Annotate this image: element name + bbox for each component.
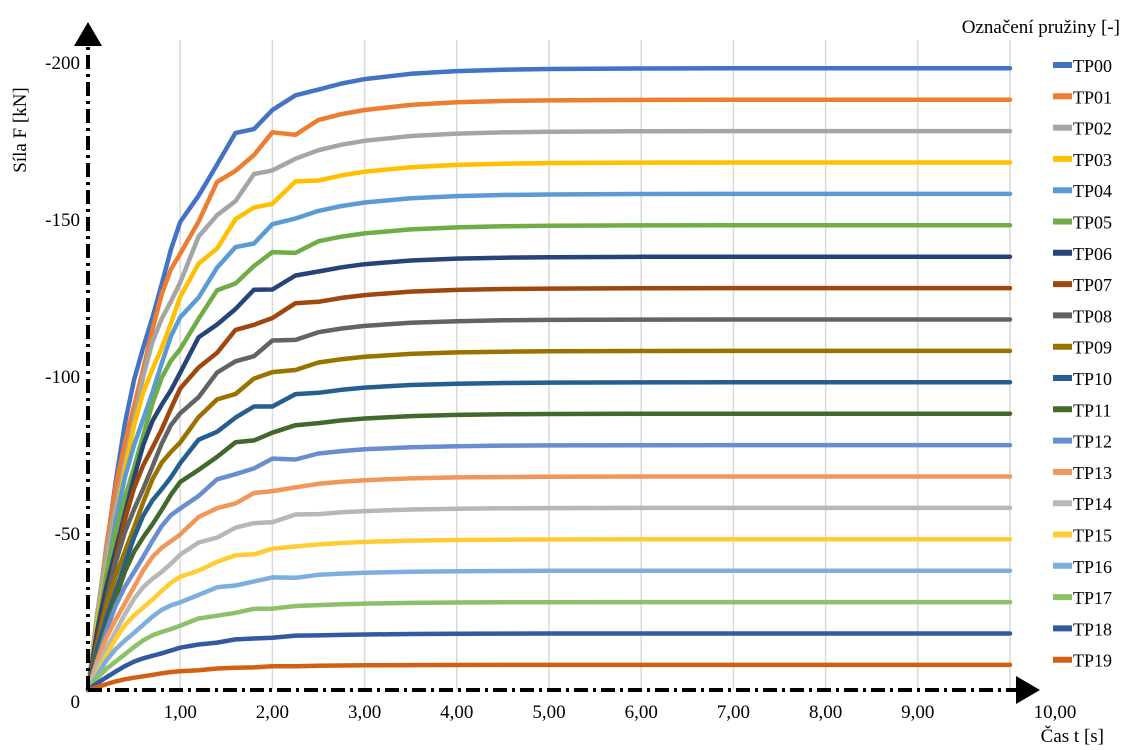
series-line-tp04: [85, 191, 1013, 693]
legend: TP00 TP01 TP02 TP03 TP04 TP05 TP06 TP07 TP08 TP09…: [1053, 56, 1112, 671]
x-tick-label: 8,00: [809, 702, 842, 723]
series-line-tp03: [85, 160, 1013, 693]
legend-label-tp18: TP18: [1073, 619, 1112, 639]
y-tick-label: -150: [45, 210, 80, 231]
series-line-tp10: [85, 380, 1013, 693]
series-line-tp18: [85, 631, 1013, 693]
series-line-tp07: [85, 285, 1013, 693]
x-tick-label: 9,00: [901, 702, 934, 723]
x-tick-label: 5,00: [532, 702, 565, 723]
legend-label-tp01: TP01: [1073, 87, 1112, 107]
legend-label-tp00: TP00: [1073, 56, 1112, 76]
legend-label-tp12: TP12: [1073, 432, 1112, 452]
x-tick-label: 6,00: [625, 702, 658, 723]
legend-label-tp04: TP04: [1073, 181, 1112, 201]
tick-labels: 1,00 2,00 3,00 4,00 5,00 6,00 7,00 8,00 9,00 10,0…: [45, 53, 1076, 723]
y-axis-arrow: [74, 22, 102, 46]
y-tick-label: -100: [45, 367, 80, 388]
legend-label-tp16: TP16: [1073, 557, 1112, 577]
x-tick-label: 7,00: [717, 702, 750, 723]
legend-label-tp07: TP07: [1073, 275, 1112, 295]
legend-label-tp03: TP03: [1073, 150, 1112, 170]
series-line-tp19: [85, 662, 1013, 693]
x-tick-label: 10,00: [1034, 702, 1077, 723]
axes: [74, 22, 1040, 704]
y-axis-label: Síla F [kN]: [10, 87, 31, 173]
legend-label-tp17: TP17: [1073, 588, 1112, 608]
legend-label-tp14: TP14: [1073, 494, 1112, 514]
x-tick-label: 1,00: [164, 702, 197, 723]
series-line-tp06: [85, 254, 1013, 693]
series-line-tp08: [85, 317, 1013, 693]
grid: [179, 40, 1011, 690]
legend-label-tp05: TP05: [1073, 213, 1112, 233]
series-line-tp00: [85, 66, 1013, 693]
series-line-tp11: [85, 411, 1013, 693]
series-line-tp09: [85, 348, 1013, 693]
series-lines: [85, 66, 1013, 693]
series-line-tp14: [85, 505, 1013, 693]
legend-label-tp13: TP13: [1073, 463, 1112, 483]
series-line-tp05: [85, 223, 1013, 693]
series-line-tp12: [85, 442, 1013, 693]
series-line-tp17: [85, 599, 1013, 693]
legend-label-tp11: TP11: [1073, 400, 1111, 420]
x-tick-label: 3,00: [348, 702, 381, 723]
legend-label-tp09: TP09: [1073, 338, 1112, 358]
legend-label-tp15: TP15: [1073, 526, 1112, 546]
y-tick-label: -50: [55, 524, 80, 545]
x-tick-label: 2,00: [256, 702, 289, 723]
y-tick-label: -200: [45, 53, 80, 74]
series-line-tp01: [85, 97, 1013, 693]
legend-label-tp02: TP02: [1073, 119, 1112, 139]
series-line-tp15: [85, 537, 1013, 693]
series-line-tp13: [85, 474, 1013, 693]
legend-label-tp10: TP10: [1073, 369, 1112, 389]
x-tick-label: 4,00: [440, 702, 473, 723]
x-axis-label: Čas t [s]: [1041, 725, 1104, 747]
x-axis-arrow: [1016, 676, 1040, 704]
legend-title: Označení pružiny [-]: [962, 17, 1120, 38]
legend-label-tp06: TP06: [1073, 244, 1112, 264]
legend-label-tp19: TP19: [1073, 651, 1112, 671]
legend-label-tp08: TP08: [1073, 306, 1112, 326]
y-tick-label: 0: [71, 692, 81, 713]
series-line-tp16: [85, 568, 1013, 693]
